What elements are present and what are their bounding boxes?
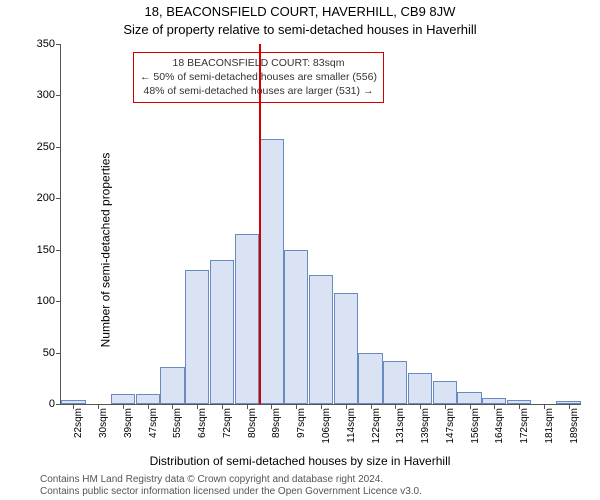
histogram-bar xyxy=(284,250,308,404)
ytick-mark xyxy=(56,250,61,251)
ytick-label: 250 xyxy=(37,141,55,153)
xtick-label: 189sqm xyxy=(569,408,580,444)
chart-container: 18, BEACONSFIELD COURT, HAVERHILL, CB9 8… xyxy=(0,0,600,500)
histogram-bar xyxy=(383,361,407,404)
histogram-bar xyxy=(309,275,333,404)
xtick-label: 139sqm xyxy=(420,408,431,444)
plot-area: 18 BEACONSFIELD COURT: 83sqm ← 50% of se… xyxy=(60,44,581,405)
x-axis-label: Distribution of semi-detached houses by … xyxy=(0,454,600,468)
xtick-label: 164sqm xyxy=(494,408,505,444)
marker-line xyxy=(259,44,261,404)
ytick-mark xyxy=(56,198,61,199)
histogram-bar xyxy=(210,260,234,404)
xtick-label: 47sqm xyxy=(148,408,159,438)
footnote-line-2: Contains public sector information licen… xyxy=(40,486,422,498)
ytick-label: 150 xyxy=(37,244,55,256)
histogram-bar xyxy=(259,139,283,404)
title-line-1: 18, BEACONSFIELD COURT, HAVERHILL, CB9 8… xyxy=(0,4,600,19)
ytick-mark xyxy=(56,95,61,96)
histogram-bar xyxy=(433,381,457,404)
histogram-bar xyxy=(185,270,209,404)
title-line-2: Size of property relative to semi-detach… xyxy=(0,22,600,37)
histogram-bar xyxy=(334,293,358,404)
ytick-label: 200 xyxy=(37,192,55,204)
ytick-mark xyxy=(56,404,61,405)
histogram-bar xyxy=(136,394,160,404)
ytick-mark xyxy=(56,353,61,354)
xtick-label: 39sqm xyxy=(123,408,134,438)
xtick-label: 147sqm xyxy=(445,408,456,444)
xtick-label: 30sqm xyxy=(98,408,109,438)
xtick-label: 72sqm xyxy=(222,408,233,438)
xtick-label: 106sqm xyxy=(321,408,332,444)
xtick-label: 156sqm xyxy=(470,408,481,444)
ytick-label: 100 xyxy=(37,295,55,307)
xtick-label: 22sqm xyxy=(73,408,84,438)
xtick-label: 64sqm xyxy=(197,408,208,438)
histogram-bar xyxy=(408,373,432,404)
xtick-label: 80sqm xyxy=(247,408,258,438)
xtick-label: 55sqm xyxy=(172,408,183,438)
ytick-mark xyxy=(56,301,61,302)
xtick-label: 122sqm xyxy=(371,408,382,444)
histogram-bar xyxy=(111,394,135,404)
histogram-bar xyxy=(160,367,184,404)
xtick-label: 114sqm xyxy=(346,408,357,443)
ytick-label: 350 xyxy=(37,38,55,50)
xtick-label: 181sqm xyxy=(544,408,555,444)
ytick-label: 0 xyxy=(49,398,55,410)
ytick-label: 50 xyxy=(43,347,55,359)
histogram-bar xyxy=(235,234,259,404)
ytick-mark xyxy=(56,147,61,148)
xtick-label: 89sqm xyxy=(271,408,282,438)
ytick-label: 300 xyxy=(37,89,55,101)
xtick-label: 172sqm xyxy=(519,408,530,444)
ytick-mark xyxy=(56,44,61,45)
footnote: Contains HM Land Registry data © Crown c… xyxy=(40,474,422,498)
xtick-label: 97sqm xyxy=(296,408,307,438)
histogram-bar xyxy=(358,353,382,404)
xtick-label: 131sqm xyxy=(395,408,406,444)
footnote-line-1: Contains HM Land Registry data © Crown c… xyxy=(40,474,422,486)
histogram-bar xyxy=(457,392,481,404)
